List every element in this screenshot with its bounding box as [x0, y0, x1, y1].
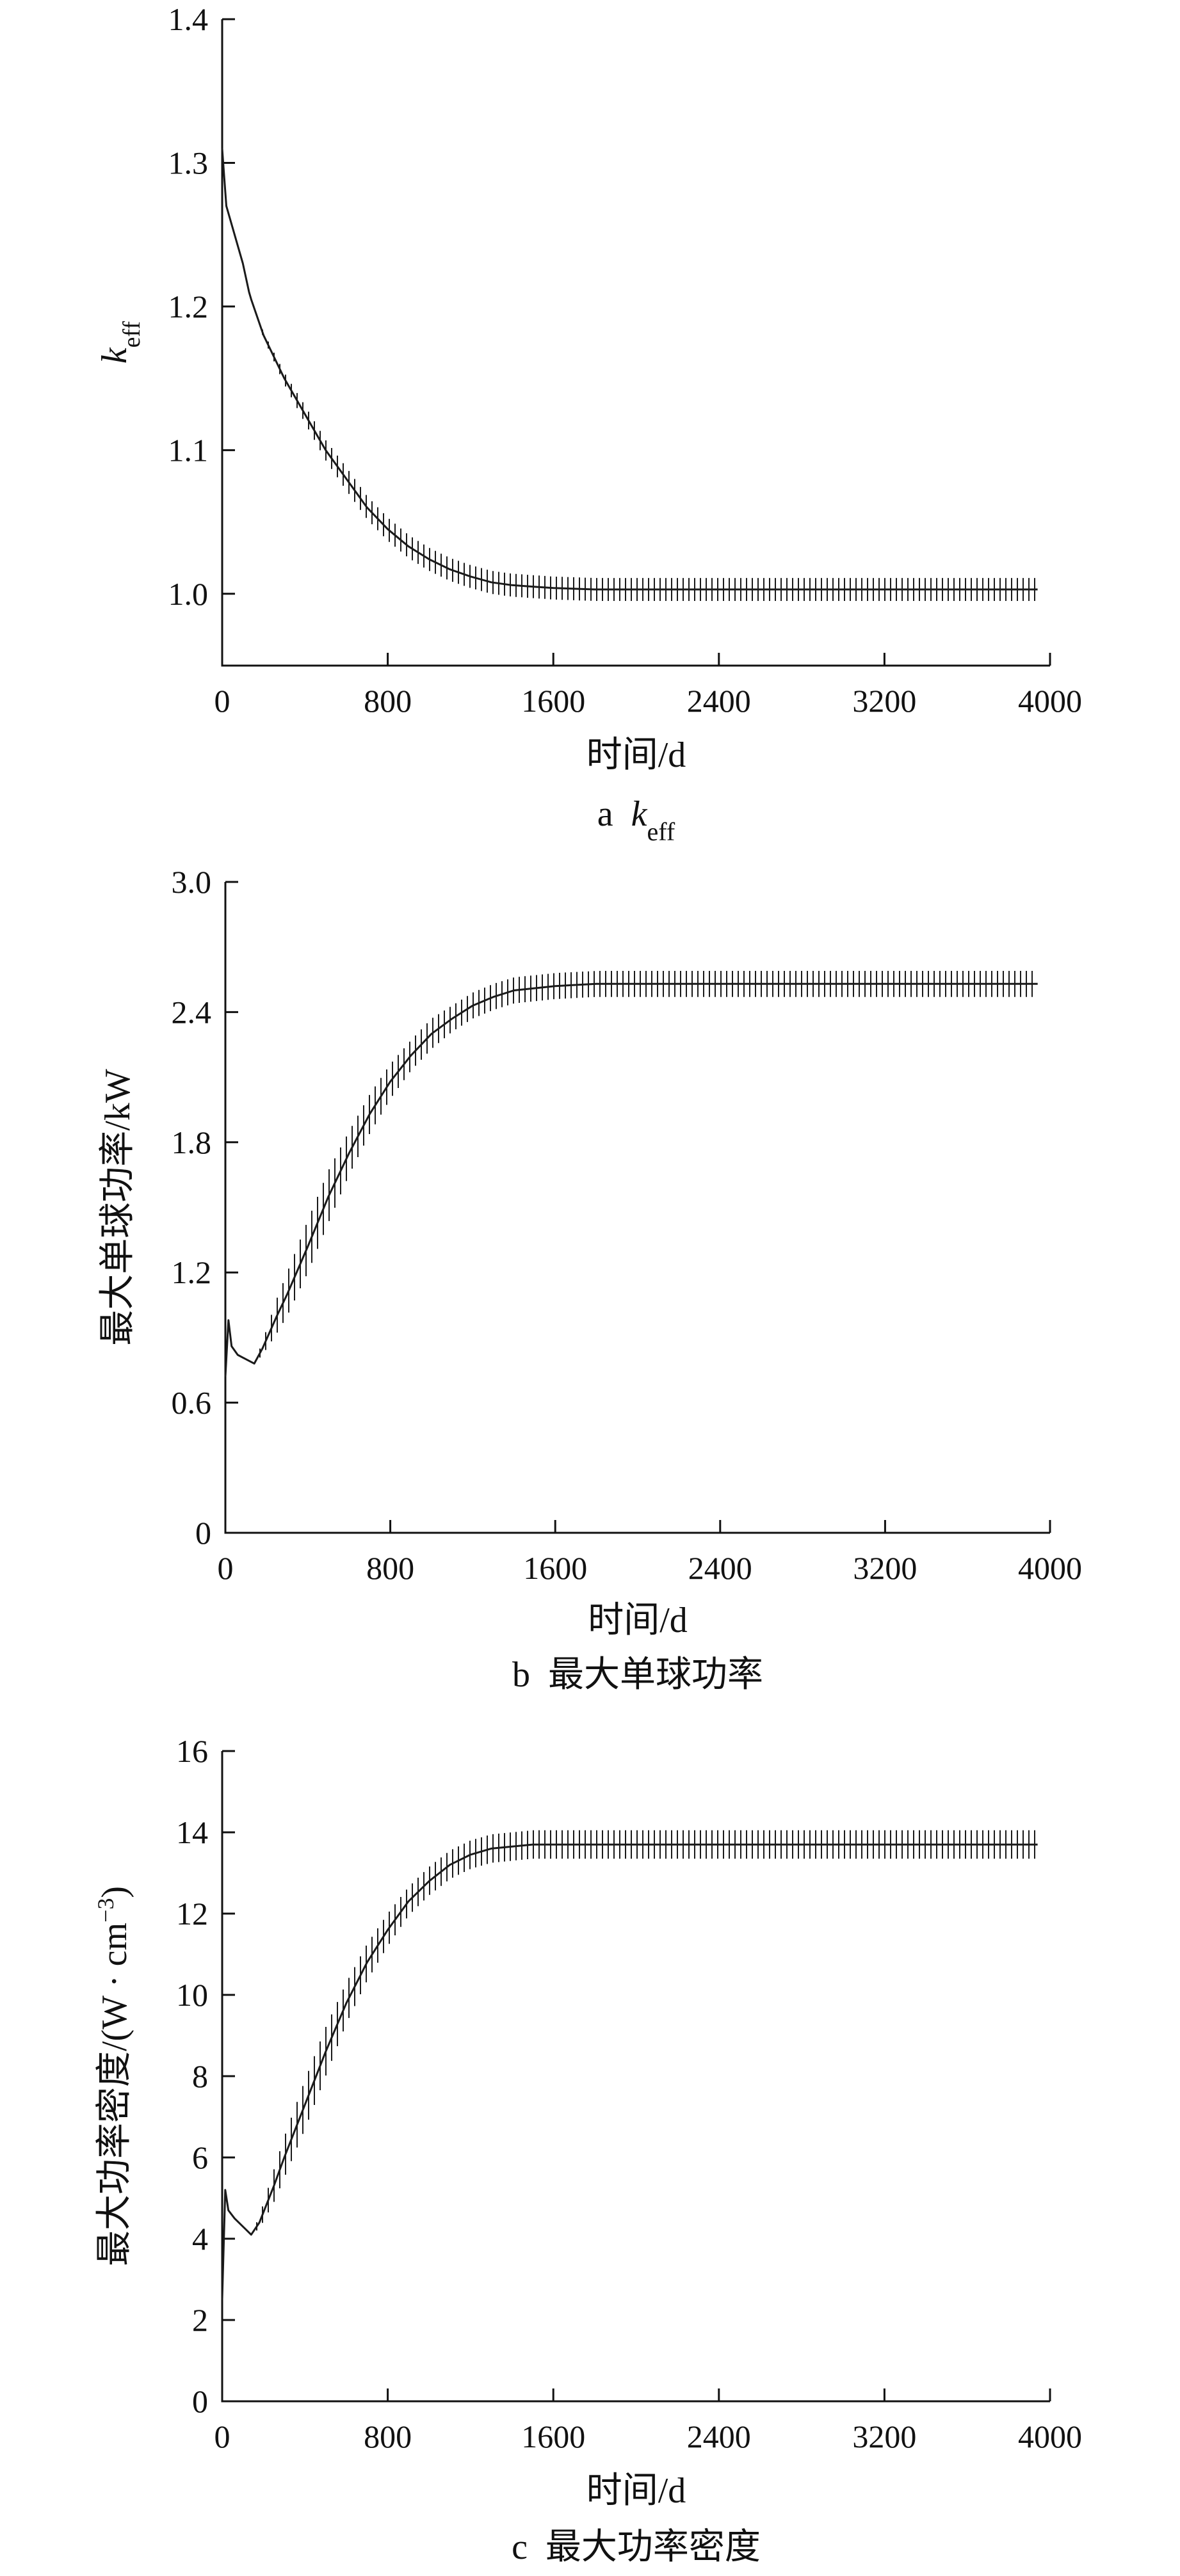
- y-tick-label: 2.4: [172, 994, 212, 1030]
- panel-caption-gap: [613, 794, 631, 834]
- y-tick-label: 6: [192, 2140, 208, 2175]
- panel-caption-text: k: [631, 794, 648, 834]
- y-axis-label-superscript: −3: [93, 1898, 118, 1923]
- y-tick-label: 1.2: [172, 1254, 212, 1290]
- x-tick-label: 0: [214, 683, 230, 719]
- x-tick-label: 0: [214, 2419, 230, 2454]
- chart-panel-b: 0 0.6 1.2 1.8 2.4 3.0 0 800 1600 2400 3200 4000 时间/d…: [98, 864, 1082, 1695]
- series-oscillation-band: [256, 314, 1035, 601]
- chart-panel-a: 1.0 1.1 1.2 1.3 1.4 0 800 1600 2400 3200 4000 时间/d k…: [95, 1, 1082, 846]
- y-tick-label: 10: [176, 1977, 208, 2013]
- x-tick-label: 3200: [853, 1550, 917, 1586]
- x-tick-label: 1600: [523, 1550, 587, 1586]
- x-tick-label: 0: [218, 1550, 234, 1586]
- axes-frame: [221, 19, 1050, 667]
- series-oscillation-band: [259, 971, 1033, 1358]
- y-tick-label: 1.3: [168, 145, 209, 180]
- x-tick-label: 2400: [687, 683, 751, 719]
- y-tick-label: 2: [192, 2302, 208, 2338]
- x-tick-label: 3200: [852, 2419, 916, 2454]
- y-tick-label: 12: [176, 1896, 208, 1932]
- panel-caption-text: 最大单球功率: [548, 1655, 763, 1695]
- series-line: [221, 1843, 1038, 2300]
- y-tick-label: 1.2: [168, 289, 209, 324]
- series-line: [224, 982, 1038, 1377]
- x-tick-label: 1600: [521, 683, 585, 719]
- panel-caption: a keff: [597, 794, 675, 846]
- y-axis-label: 最大功率密度/(W · cm−3): [93, 1886, 134, 2266]
- y-tick-label: 0: [192, 2383, 208, 2419]
- y-tick-label: 16: [176, 1733, 208, 1769]
- y-tick-label: 1.0: [168, 576, 209, 612]
- x-axis-label: 时间/d: [588, 1601, 688, 1640]
- panel-caption: b 最大单球功率: [512, 1655, 763, 1695]
- y-axis-label: keff: [95, 321, 145, 364]
- y-tick-label: 14: [176, 1814, 208, 1850]
- panel-caption-gap: [528, 2527, 546, 2567]
- series-oscillation-band: [256, 1830, 1035, 2231]
- y-axis-label-unit: · cm: [95, 1923, 134, 1996]
- y-tick-label: 0: [195, 1515, 211, 1551]
- panel-caption-letter: a: [597, 794, 613, 834]
- x-tick-label: 2400: [688, 1550, 752, 1586]
- y-tick-label: 1.4: [168, 1, 209, 37]
- chart-panel-c: 0 2 4 6 8 10 12 14 16 0 800 1600 2400 3200 4000 时间/d 最大功…: [93, 1733, 1082, 2567]
- panel-caption: c 最大功率密度: [512, 2527, 761, 2567]
- y-tick-label: 8: [192, 2058, 208, 2094]
- y-axis-label-main: 最大单球功率/kW: [98, 1069, 138, 1346]
- x-tick-label: 800: [364, 683, 412, 719]
- x-tick-label: 4000: [1018, 2419, 1082, 2454]
- y-tick-label: 0.6: [172, 1385, 212, 1421]
- x-axis-label: 时间/d: [586, 735, 686, 775]
- y-tick-label: 4: [192, 2221, 208, 2257]
- axes-frame: [221, 1751, 1050, 2403]
- series-line: [221, 148, 1038, 591]
- y-tick-label: 3.0: [172, 864, 212, 900]
- x-tick-label: 2400: [687, 2419, 751, 2454]
- axes-frame: [224, 882, 1050, 1534]
- x-tick-label: 4000: [1018, 1550, 1082, 1586]
- panel-caption-text: 最大功率密度: [546, 2527, 761, 2567]
- y-tick-label: 1.1: [168, 432, 209, 468]
- panel-caption-gap: [530, 1655, 548, 1695]
- x-tick-label: 1600: [521, 2419, 585, 2454]
- y-axis-label-close: ): [95, 1886, 134, 1898]
- y-axis-label-main: k: [95, 347, 134, 364]
- x-tick-label: 800: [366, 1550, 414, 1586]
- panel-caption-subscript: eff: [647, 817, 675, 846]
- y-tick-label: 1.8: [172, 1124, 212, 1160]
- y-axis-label-subscript: eff: [118, 321, 145, 348]
- x-tick-label: 4000: [1018, 683, 1082, 719]
- x-tick-label: 800: [364, 2419, 412, 2454]
- y-axis-label-main: 最大功率密度/(W: [95, 1996, 134, 2266]
- y-axis-label: 最大单球功率/kW: [98, 1069, 138, 1346]
- panel-caption-letter: c: [512, 2527, 528, 2567]
- x-axis-label: 时间/d: [586, 2471, 686, 2511]
- panel-caption-letter: b: [512, 1655, 530, 1695]
- x-tick-label: 3200: [852, 683, 916, 719]
